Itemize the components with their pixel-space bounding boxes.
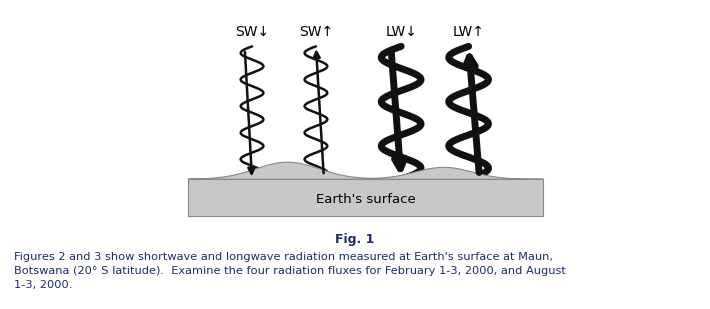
Text: SW↓: SW↓ [235,25,269,40]
Text: Fig. 1: Fig. 1 [335,233,375,246]
Text: LW↑: LW↑ [453,25,484,40]
Polygon shape [188,162,543,179]
Text: LW↓: LW↓ [386,25,417,40]
Text: Earth's surface: Earth's surface [316,193,415,206]
Text: SW↑: SW↑ [299,25,333,40]
Text: Figures 2 and 3 show shortwave and longwave radiation measured at Earth's surfac: Figures 2 and 3 show shortwave and longw… [14,252,566,290]
Bar [188,179,543,216]
